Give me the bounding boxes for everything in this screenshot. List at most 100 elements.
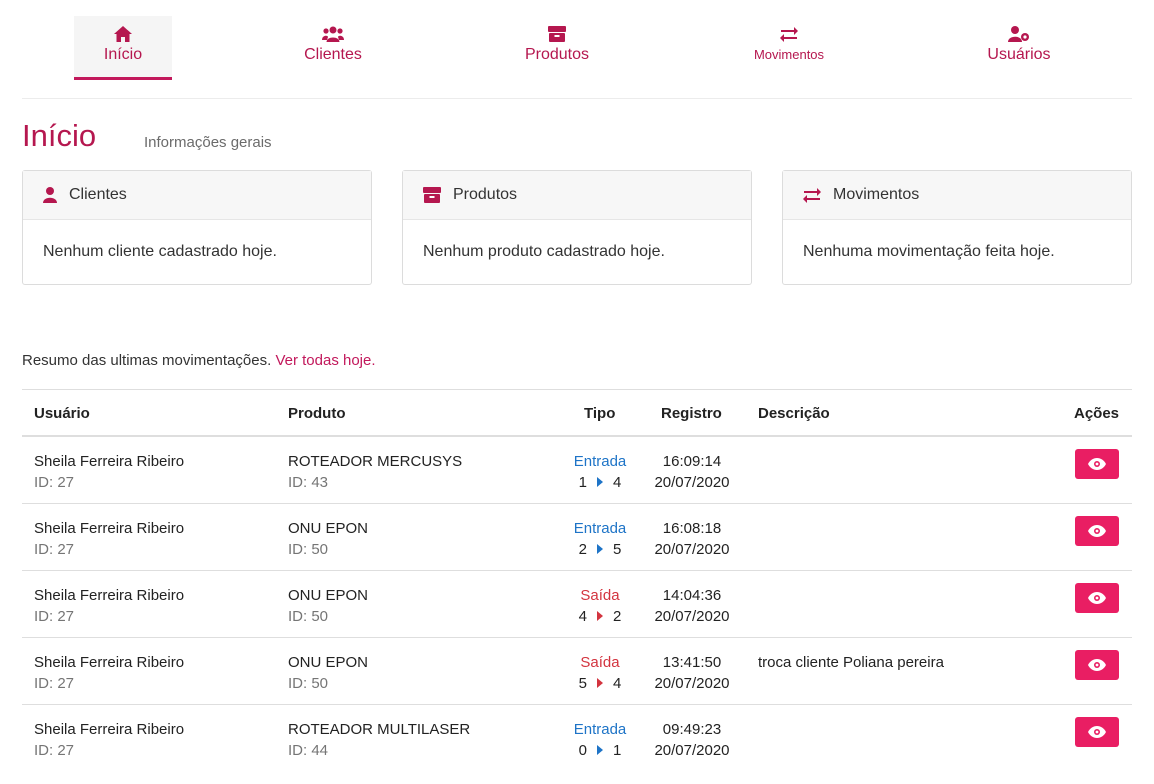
card-title: Clientes [69,186,127,203]
time: 09:49:23 [662,721,722,738]
quantity-to: 1 [613,742,622,759]
eye-icon [1088,458,1106,470]
description: troca cliente Poliana pereira [758,654,944,671]
user-name: Sheila Ferreira Ribeiro [34,587,185,604]
date: 20/07/2020 [654,541,730,558]
user-icon [43,187,57,203]
caret-right-icon [597,544,603,554]
tipo-label: Saída [580,654,620,671]
view-button[interactable] [1075,583,1119,613]
header-registro: Registro [661,405,722,422]
nav-item-movimentos[interactable]: Movimentos [740,16,838,80]
card-movimentos: Movimentos Nenhuma movimentação feita ho… [782,170,1132,285]
home-icon [114,26,132,42]
eye-icon [1088,525,1106,537]
quantity-from: 0 [578,742,587,759]
card-header: Clientes [23,171,371,220]
summary-line: Resumo das ultimas movimentações. Ver to… [22,352,376,369]
caret-right-icon [597,477,603,487]
table-header: Usuário Produto Tipo Registro Descrição … [22,390,1132,437]
product-name: ROTEADOR MULTILASER [288,721,471,738]
nav-label: Início [103,46,143,63]
view-button[interactable] [1075,449,1119,479]
movements-table: Usuário Produto Tipo Registro Descrição … [22,389,1132,771]
date: 20/07/2020 [654,742,730,759]
user-cell: Sheila Ferreira Ribeiro ID: 27 [34,585,184,627]
date: 20/07/2020 [654,474,730,491]
quantity-from: 1 [578,474,587,491]
user-cell: Sheila Ferreira Ribeiro ID: 27 [34,518,184,560]
caret-right-icon [597,745,603,755]
eye-icon [1088,726,1106,738]
view-button[interactable] [1075,650,1119,680]
product-cell: ONU EPON ID: 50 [288,518,368,560]
view-button[interactable] [1075,717,1119,747]
user-cell: Sheila Ferreira Ribeiro ID: 27 [34,451,184,493]
product-id: ID: 50 [288,675,329,692]
nav-item-produtos[interactable]: Produtos [508,16,606,80]
product-cell: ROTEADOR MERCUSYS ID: 43 [288,451,462,493]
caret-right-icon [597,678,603,688]
header-usuario: Usuário [34,405,90,422]
card-header: Movimentos [783,171,1131,220]
user-id: ID: 27 [34,608,75,625]
time: 13:41:50 [662,654,722,671]
card-body: Nenhum cliente cadastrado hoje. [43,243,277,260]
time: 16:08:18 [662,520,722,537]
tipo-label: Entrada [573,453,627,470]
nav-label: Usuários [987,46,1051,63]
product-name: ONU EPON [288,520,369,537]
nav-item-inicio[interactable]: Início [74,16,172,80]
header-descricao: Descrição [758,405,830,422]
nav-label: Clientes [304,46,362,63]
time: 14:04:36 [662,587,722,604]
user-id: ID: 27 [34,541,75,558]
product-id: ID: 44 [288,742,329,759]
product-name: ROTEADOR MERCUSYS [288,453,463,470]
product-name: ONU EPON [288,587,369,604]
nav-item-usuarios[interactable]: Usuários [970,16,1068,80]
user-name: Sheila Ferreira Ribeiro [34,453,185,470]
card-body: Nenhum produto cadastrado hoje. [423,243,665,260]
date: 20/07/2020 [654,675,730,692]
caret-right-icon [597,611,603,621]
tipo-label: Saída [580,587,620,604]
quantity-from: 5 [578,675,587,692]
eye-icon [1088,659,1106,671]
box-icon [423,187,441,203]
card-body: Nenhuma movimentação feita hoje. [803,243,1055,260]
product-id: ID: 50 [288,541,329,558]
see-all-today-link[interactable]: Ver todas hoje. [275,352,376,369]
registro-cell: 13:41:50 20/07/2020 [642,652,742,694]
user-name: Sheila Ferreira Ribeiro [34,654,185,671]
header-produto: Produto [288,405,346,422]
table-row: Sheila Ferreira Ribeiro ID: 27 ROTEADOR … [22,705,1132,771]
registro-cell: 16:08:18 20/07/2020 [642,518,742,560]
card-title: Movimentos [833,186,920,203]
header-tipo: Tipo [584,405,616,422]
page-title: Início [22,118,97,153]
user-id: ID: 27 [34,474,75,491]
product-cell: ONU EPON ID: 50 [288,585,368,627]
user-cell: Sheila Ferreira Ribeiro ID: 27 [34,719,184,761]
quantity-to: 2 [613,608,622,625]
nav-item-clientes[interactable]: Clientes [284,16,382,80]
user-name: Sheila Ferreira Ribeiro [34,721,185,738]
product-cell: ONU EPON ID: 50 [288,652,368,694]
time: 16:09:14 [662,453,722,470]
exchange-icon [803,188,821,203]
view-button[interactable] [1075,516,1119,546]
exchange-icon [780,27,798,42]
user-name: Sheila Ferreira Ribeiro [34,520,185,537]
header-acoes: Ações [1074,405,1120,422]
nav-label: Produtos [524,46,590,63]
quantity-to: 4 [613,474,622,491]
nav-label: Movimentos [753,47,825,62]
